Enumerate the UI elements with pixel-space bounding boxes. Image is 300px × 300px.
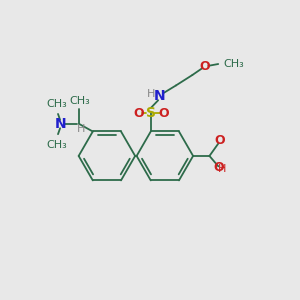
- Text: H: H: [77, 124, 85, 134]
- Text: N: N: [55, 117, 67, 131]
- Text: O: O: [213, 161, 224, 174]
- Text: CH₃: CH₃: [46, 140, 67, 149]
- Text: H: H: [218, 164, 227, 174]
- Text: O: O: [158, 106, 169, 120]
- Text: O: O: [200, 61, 210, 74]
- Text: O: O: [133, 106, 144, 120]
- Text: CH₃: CH₃: [223, 59, 244, 69]
- Text: N: N: [154, 89, 166, 103]
- Text: S: S: [146, 106, 156, 120]
- Text: H: H: [147, 89, 155, 99]
- Text: CH₃: CH₃: [69, 96, 90, 106]
- Text: CH₃: CH₃: [46, 99, 67, 109]
- Text: O: O: [214, 134, 225, 147]
